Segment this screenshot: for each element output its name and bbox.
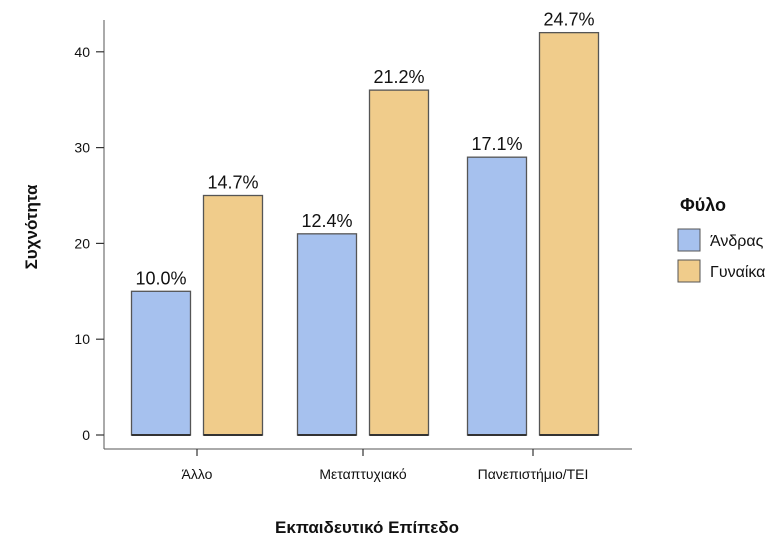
legend-title: Φύλο (680, 195, 726, 215)
data-label: 24.7% (543, 10, 594, 30)
bar (466, 156, 528, 436)
y-axis-ticks: 0 10 20 30 40 (74, 44, 104, 443)
x-axis-ticks: Άλλο Μεταπτυχιακό Πανεπιστήμιο/ΤΕΙ (182, 449, 589, 482)
data-label: 14.7% (207, 173, 258, 193)
bar (368, 89, 430, 436)
legend: Φύλο Άνδρας Γυναίκα (677, 195, 765, 283)
x-tick-label: Μεταπτυχιακό (319, 466, 407, 482)
x-tick-label: Πανεπιστήμιο/ΤΕΙ (478, 466, 589, 482)
bar (202, 194, 264, 436)
y-tick-label: 10 (74, 331, 90, 347)
legend-label-female: Γυναίκα (710, 264, 765, 281)
bar (538, 31, 600, 436)
y-tick-label: 40 (74, 44, 90, 60)
bar (130, 290, 192, 436)
y-axis-title: Συχνότητα (22, 184, 41, 269)
data-label: 10.0% (135, 268, 186, 288)
x-tick-label: Άλλο (182, 466, 213, 482)
data-label: 21.2% (373, 67, 424, 87)
bar (296, 233, 358, 436)
bars-group: 10.0% 14.7% 12.4% 21.2% 17.1% 24.7% (130, 10, 600, 436)
legend-swatch-female (677, 259, 701, 283)
legend-label-male: Άνδρας (710, 233, 764, 250)
legend-swatch-male (677, 228, 701, 252)
x-axis-title: Εκπαιδευτικό Επίπεδο (275, 518, 459, 537)
y-tick-label: 20 (74, 235, 90, 251)
y-tick-label: 30 (74, 140, 90, 156)
y-tick-label: 0 (82, 427, 90, 443)
data-label: 12.4% (301, 211, 352, 231)
data-label: 17.1% (471, 134, 522, 154)
